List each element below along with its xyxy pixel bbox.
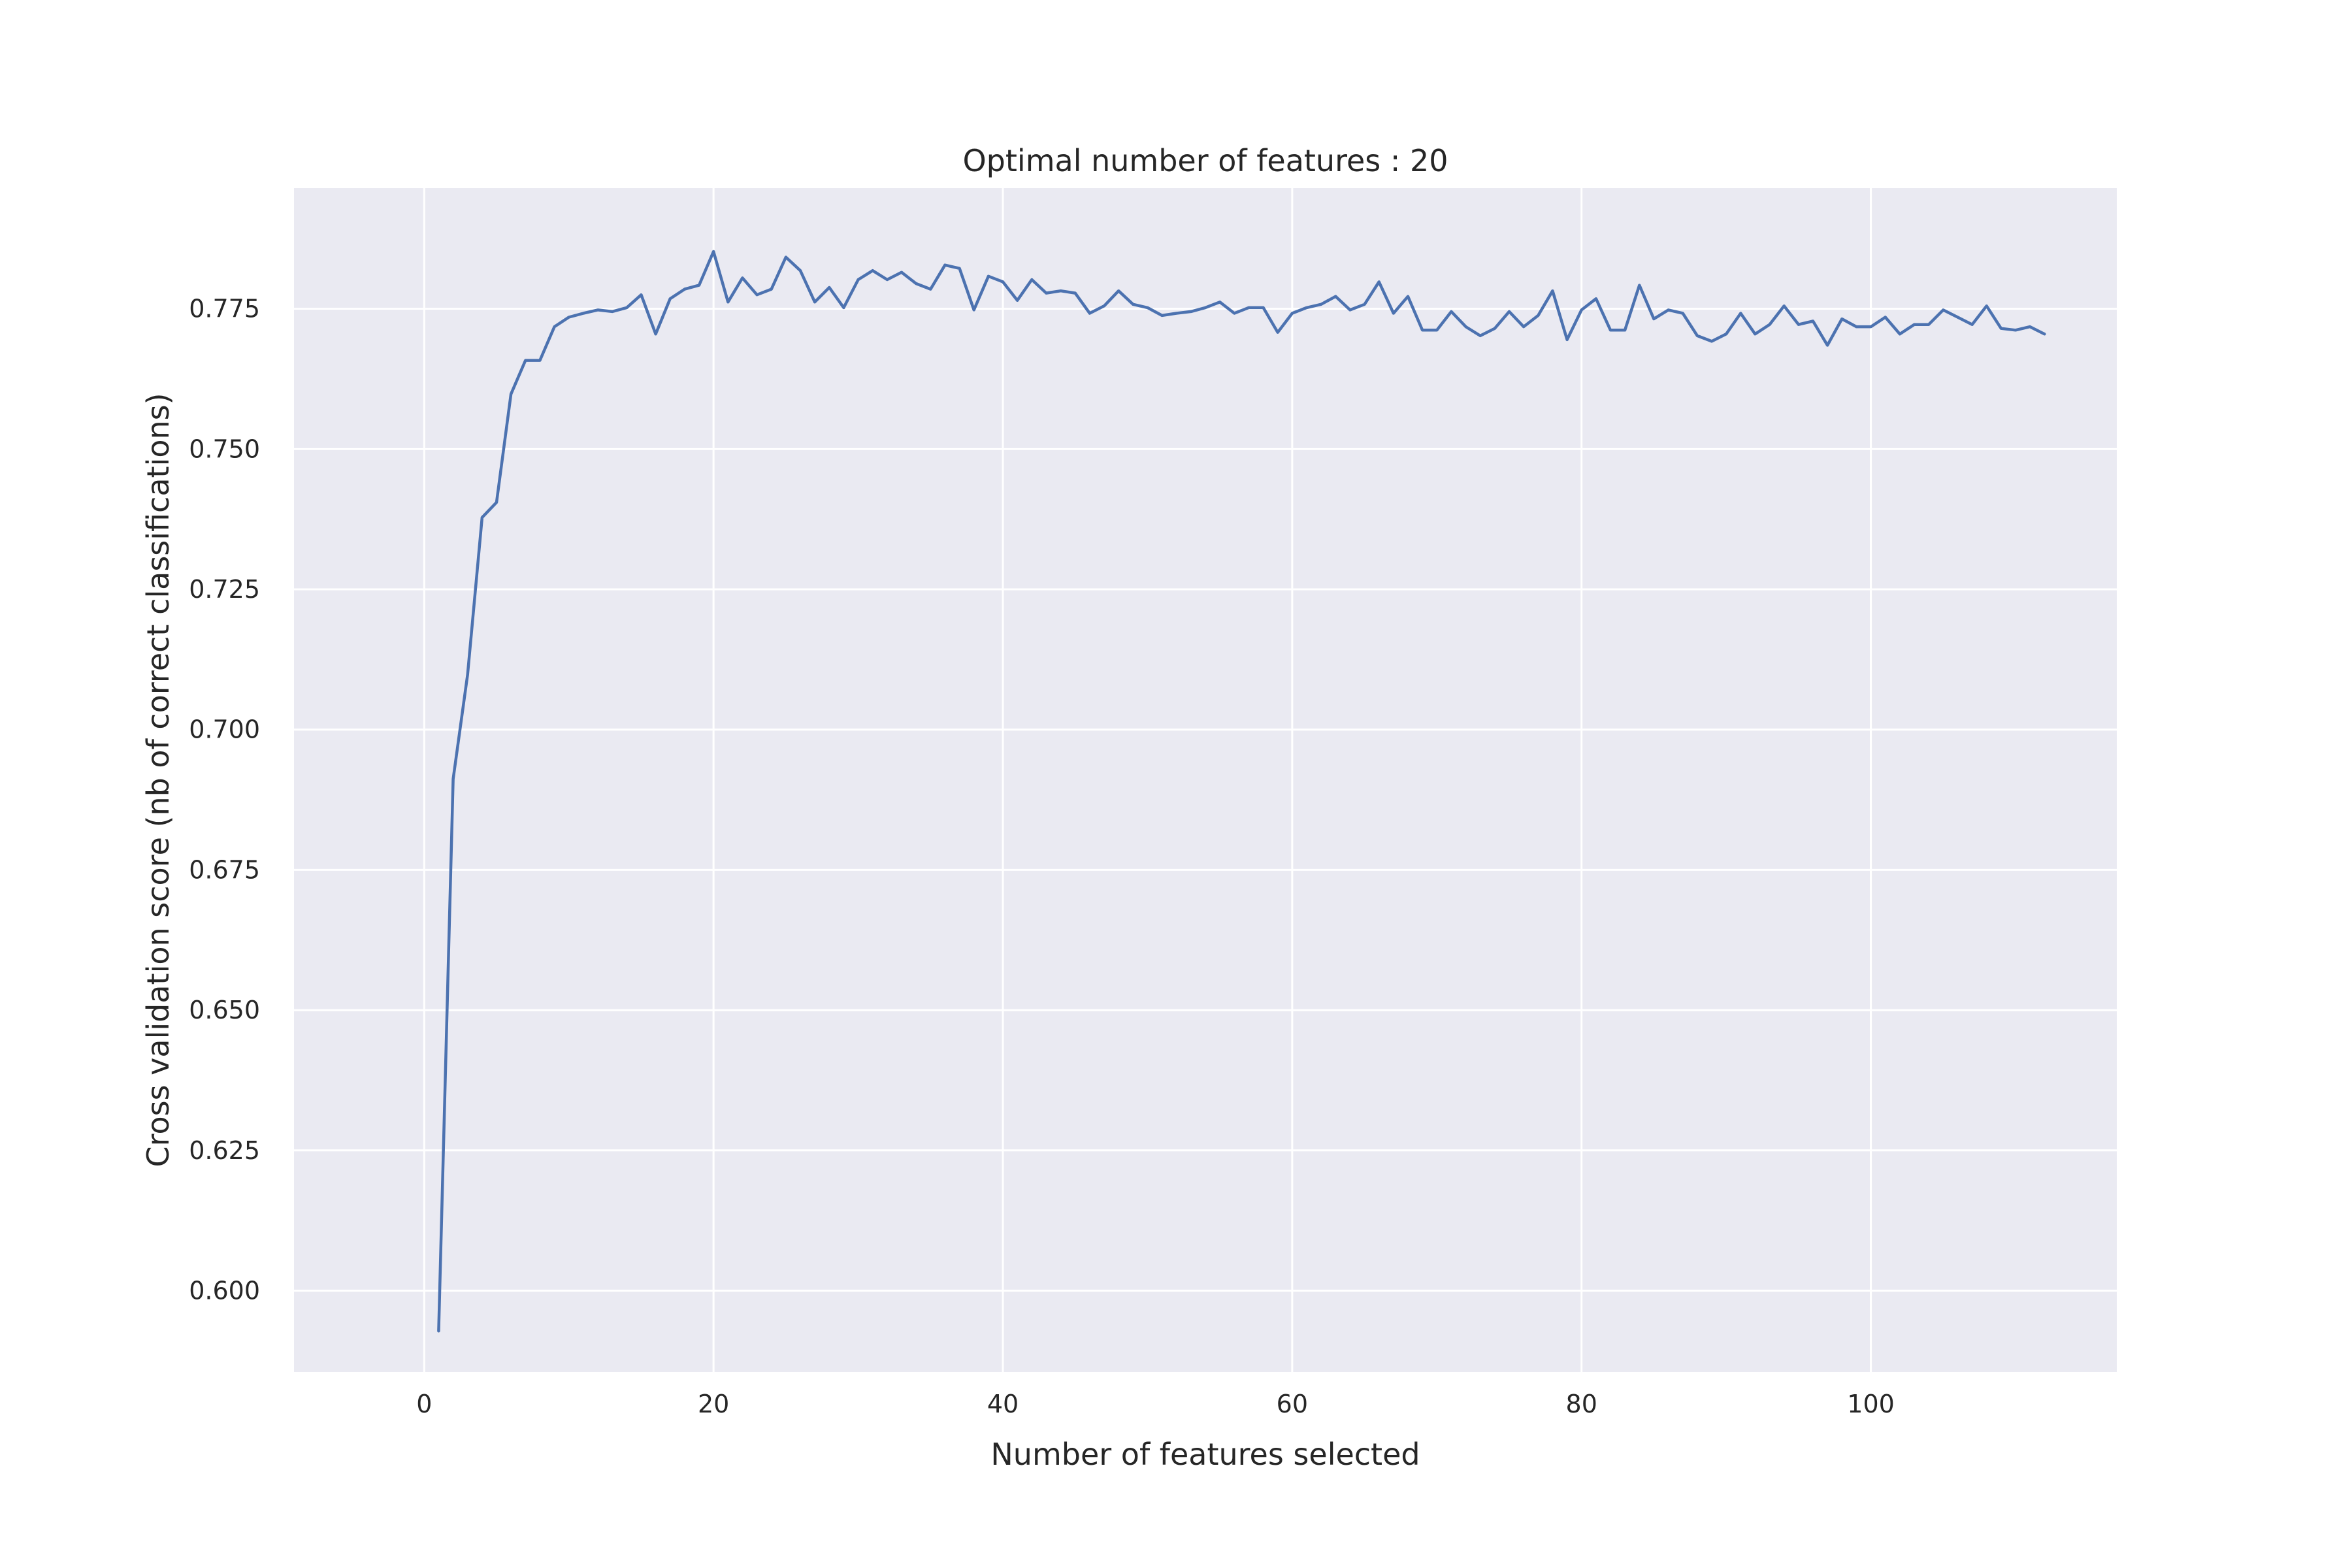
y-tick-label: 0.675 bbox=[189, 855, 260, 884]
y-tick-label: 0.775 bbox=[189, 295, 260, 323]
x-tick-label: 80 bbox=[1566, 1390, 1597, 1418]
y-tick-label: 0.600 bbox=[189, 1276, 260, 1305]
y-tick-label: 0.725 bbox=[189, 575, 260, 604]
y-axis-label: Cross validation score (nb of correct cl… bbox=[140, 393, 176, 1167]
x-tick-labels: 0 20 40 60 80 100 bbox=[416, 1390, 1895, 1418]
x-tick-label: 100 bbox=[1847, 1390, 1895, 1418]
x-tick-label: 60 bbox=[1277, 1390, 1308, 1418]
cv-score-line bbox=[437, 250, 2046, 1333]
y-tick-label: 0.625 bbox=[189, 1136, 260, 1165]
y-tick-labels: 0.600 0.625 0.650 0.675 0.700 0.725 0.750 0.775 bbox=[189, 295, 260, 1305]
plot-area bbox=[294, 188, 2117, 1372]
x-tick-label: 0 bbox=[416, 1390, 432, 1418]
y-tick-label: 0.700 bbox=[189, 715, 260, 744]
x-tick-label: 20 bbox=[698, 1390, 729, 1418]
y-tick-label: 0.650 bbox=[189, 996, 260, 1024]
y-tick-label: 0.750 bbox=[189, 434, 260, 463]
x-tick-label: 40 bbox=[987, 1390, 1019, 1418]
x-axis-label: Number of features selected bbox=[990, 1437, 1420, 1472]
chart-title: Optimal number of features : 20 bbox=[962, 143, 1448, 178]
x-gridlines bbox=[423, 188, 1872, 1372]
